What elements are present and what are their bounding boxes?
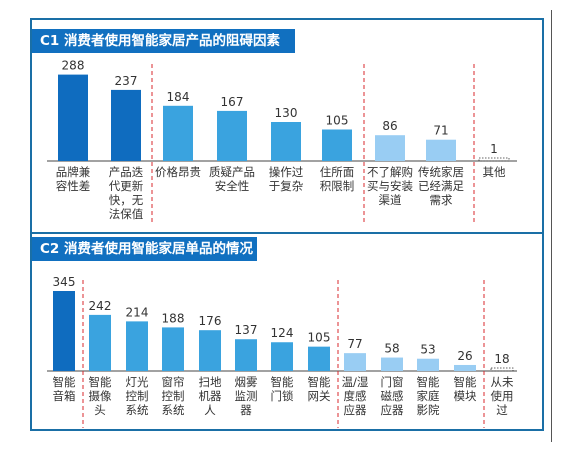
chart1-bar-5 (271, 122, 301, 161)
chart2-value-label-13: 18 (494, 352, 509, 366)
chart1-category-label-4: 质疑产品安全性 (209, 165, 255, 193)
chart2-category-label-12: 智能模块 (454, 375, 477, 403)
chart2-bar-13 (490, 367, 514, 372)
chart2-category-label-3: 灯光控制系统 (126, 375, 149, 417)
chart2-value-label-9: 77 (347, 337, 362, 351)
chart2-value-label-2: 242 (89, 299, 112, 313)
chart1-title: C1 消费者使用智能家居产品的阻碍因素 (32, 29, 295, 53)
chart2-category-label-4: 窗帘控制系统 (162, 375, 185, 417)
chart2-bar-9 (344, 353, 366, 371)
chart2-bar-6 (235, 339, 257, 371)
chart1-category-label-5: 操作过于复杂 (269, 165, 304, 193)
chart1-bar-6 (322, 129, 352, 161)
chart2-value-label-8: 105 (308, 331, 331, 345)
chart1-value-label-4: 167 (221, 95, 244, 109)
chart2-value-label-4: 188 (162, 311, 185, 325)
chart2-value-label-3: 214 (126, 305, 149, 319)
chart1-bar-8 (426, 139, 456, 161)
chart2-category-label-5: 扫地机器人 (199, 375, 222, 417)
chart1-category-label-6: 住所面积限制 (320, 165, 355, 193)
chart1-value-label-5: 130 (275, 106, 298, 120)
chart1-bar-1 (58, 74, 88, 161)
chart2-category-label-1: 智能音箱 (53, 375, 76, 403)
chart1-category-label-3: 价格昂贵 (155, 165, 201, 179)
chart1-category-label-1: 品牌兼容性差 (56, 165, 91, 193)
chart2-value-label-11: 53 (420, 343, 435, 357)
chart2-bar-4 (162, 327, 184, 371)
chart2-bar-1 (53, 291, 75, 371)
chart2-category-label-10: 门窗磁感应器 (381, 375, 404, 417)
chart1-category-label-9: 其他 (483, 165, 506, 179)
chart2-category-label-2: 智能摄像头 (89, 375, 112, 417)
chart2-value-label-6: 137 (235, 323, 258, 337)
chart1-value-label-7: 86 (382, 119, 397, 133)
chart2-value-label-12: 26 (457, 349, 472, 363)
chart2-value-label-7: 124 (271, 326, 294, 340)
chart1-bar-9 (478, 157, 510, 162)
chart2-category-label-11: 智能家庭影院 (417, 375, 440, 417)
chart1-value-label-8: 71 (433, 124, 448, 138)
chart2-value-label-5: 176 (199, 314, 222, 328)
chart2-bar-8 (308, 346, 330, 371)
chart2-category-label-13: 从未使用过 (491, 375, 514, 417)
chart1-value-label-2: 237 (115, 74, 138, 88)
chart1-bar-7 (375, 135, 405, 161)
chart2-bar-12 (454, 364, 476, 371)
chart2-bar-5 (199, 330, 221, 371)
chart1-bar-3 (163, 105, 193, 161)
chart2-category-label-6: 烟雾监测器 (235, 375, 258, 417)
chart2-bar-11 (417, 358, 439, 371)
chart2-title: C2 消费者使用智能家居单品的情况 (32, 237, 257, 261)
chart2-category-label-9: 温/湿度感应器 (342, 375, 369, 417)
chart2-bar-2 (89, 314, 111, 371)
chart1-value-label-6: 105 (326, 114, 349, 128)
chart2-bar-7 (271, 342, 293, 371)
section-divider (32, 232, 542, 234)
right-edge-rule (551, 10, 552, 442)
chart2-bar-3 (126, 321, 148, 371)
chart1-category-label-2: 产品迭代更新快，无法保值 (109, 165, 144, 221)
chart2-bar-10 (381, 357, 403, 371)
chart1-value-label-1: 288 (62, 59, 85, 73)
chart2-value-label-1: 345 (53, 275, 76, 289)
chart2-category-label-8: 智能网关 (308, 375, 331, 403)
chart1-category-label-8: 传统家居已经满足需求 (418, 165, 464, 207)
chart1-category-label-7: 不了解购买与安装渠道 (367, 165, 413, 207)
chart1-value-label-3: 184 (167, 90, 190, 104)
chart1-bar-2 (111, 89, 141, 161)
chart1-value-label-9: 1 (490, 142, 498, 156)
chart1-bar-4 (217, 110, 247, 161)
chart2-value-label-10: 58 (384, 342, 399, 356)
chart2-category-label-7: 智能门锁 (271, 375, 294, 403)
